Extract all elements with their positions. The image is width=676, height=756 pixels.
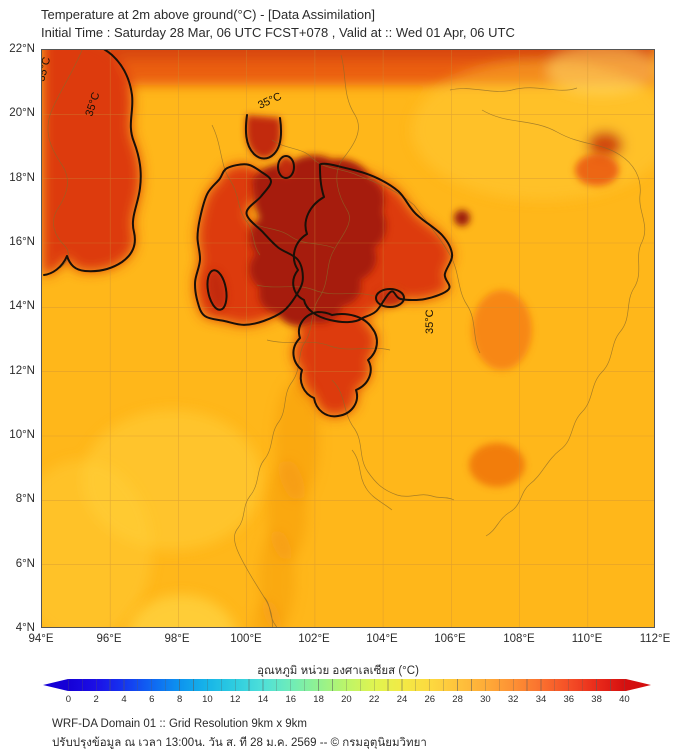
svg-text:35°C: 35°C bbox=[424, 309, 436, 334]
